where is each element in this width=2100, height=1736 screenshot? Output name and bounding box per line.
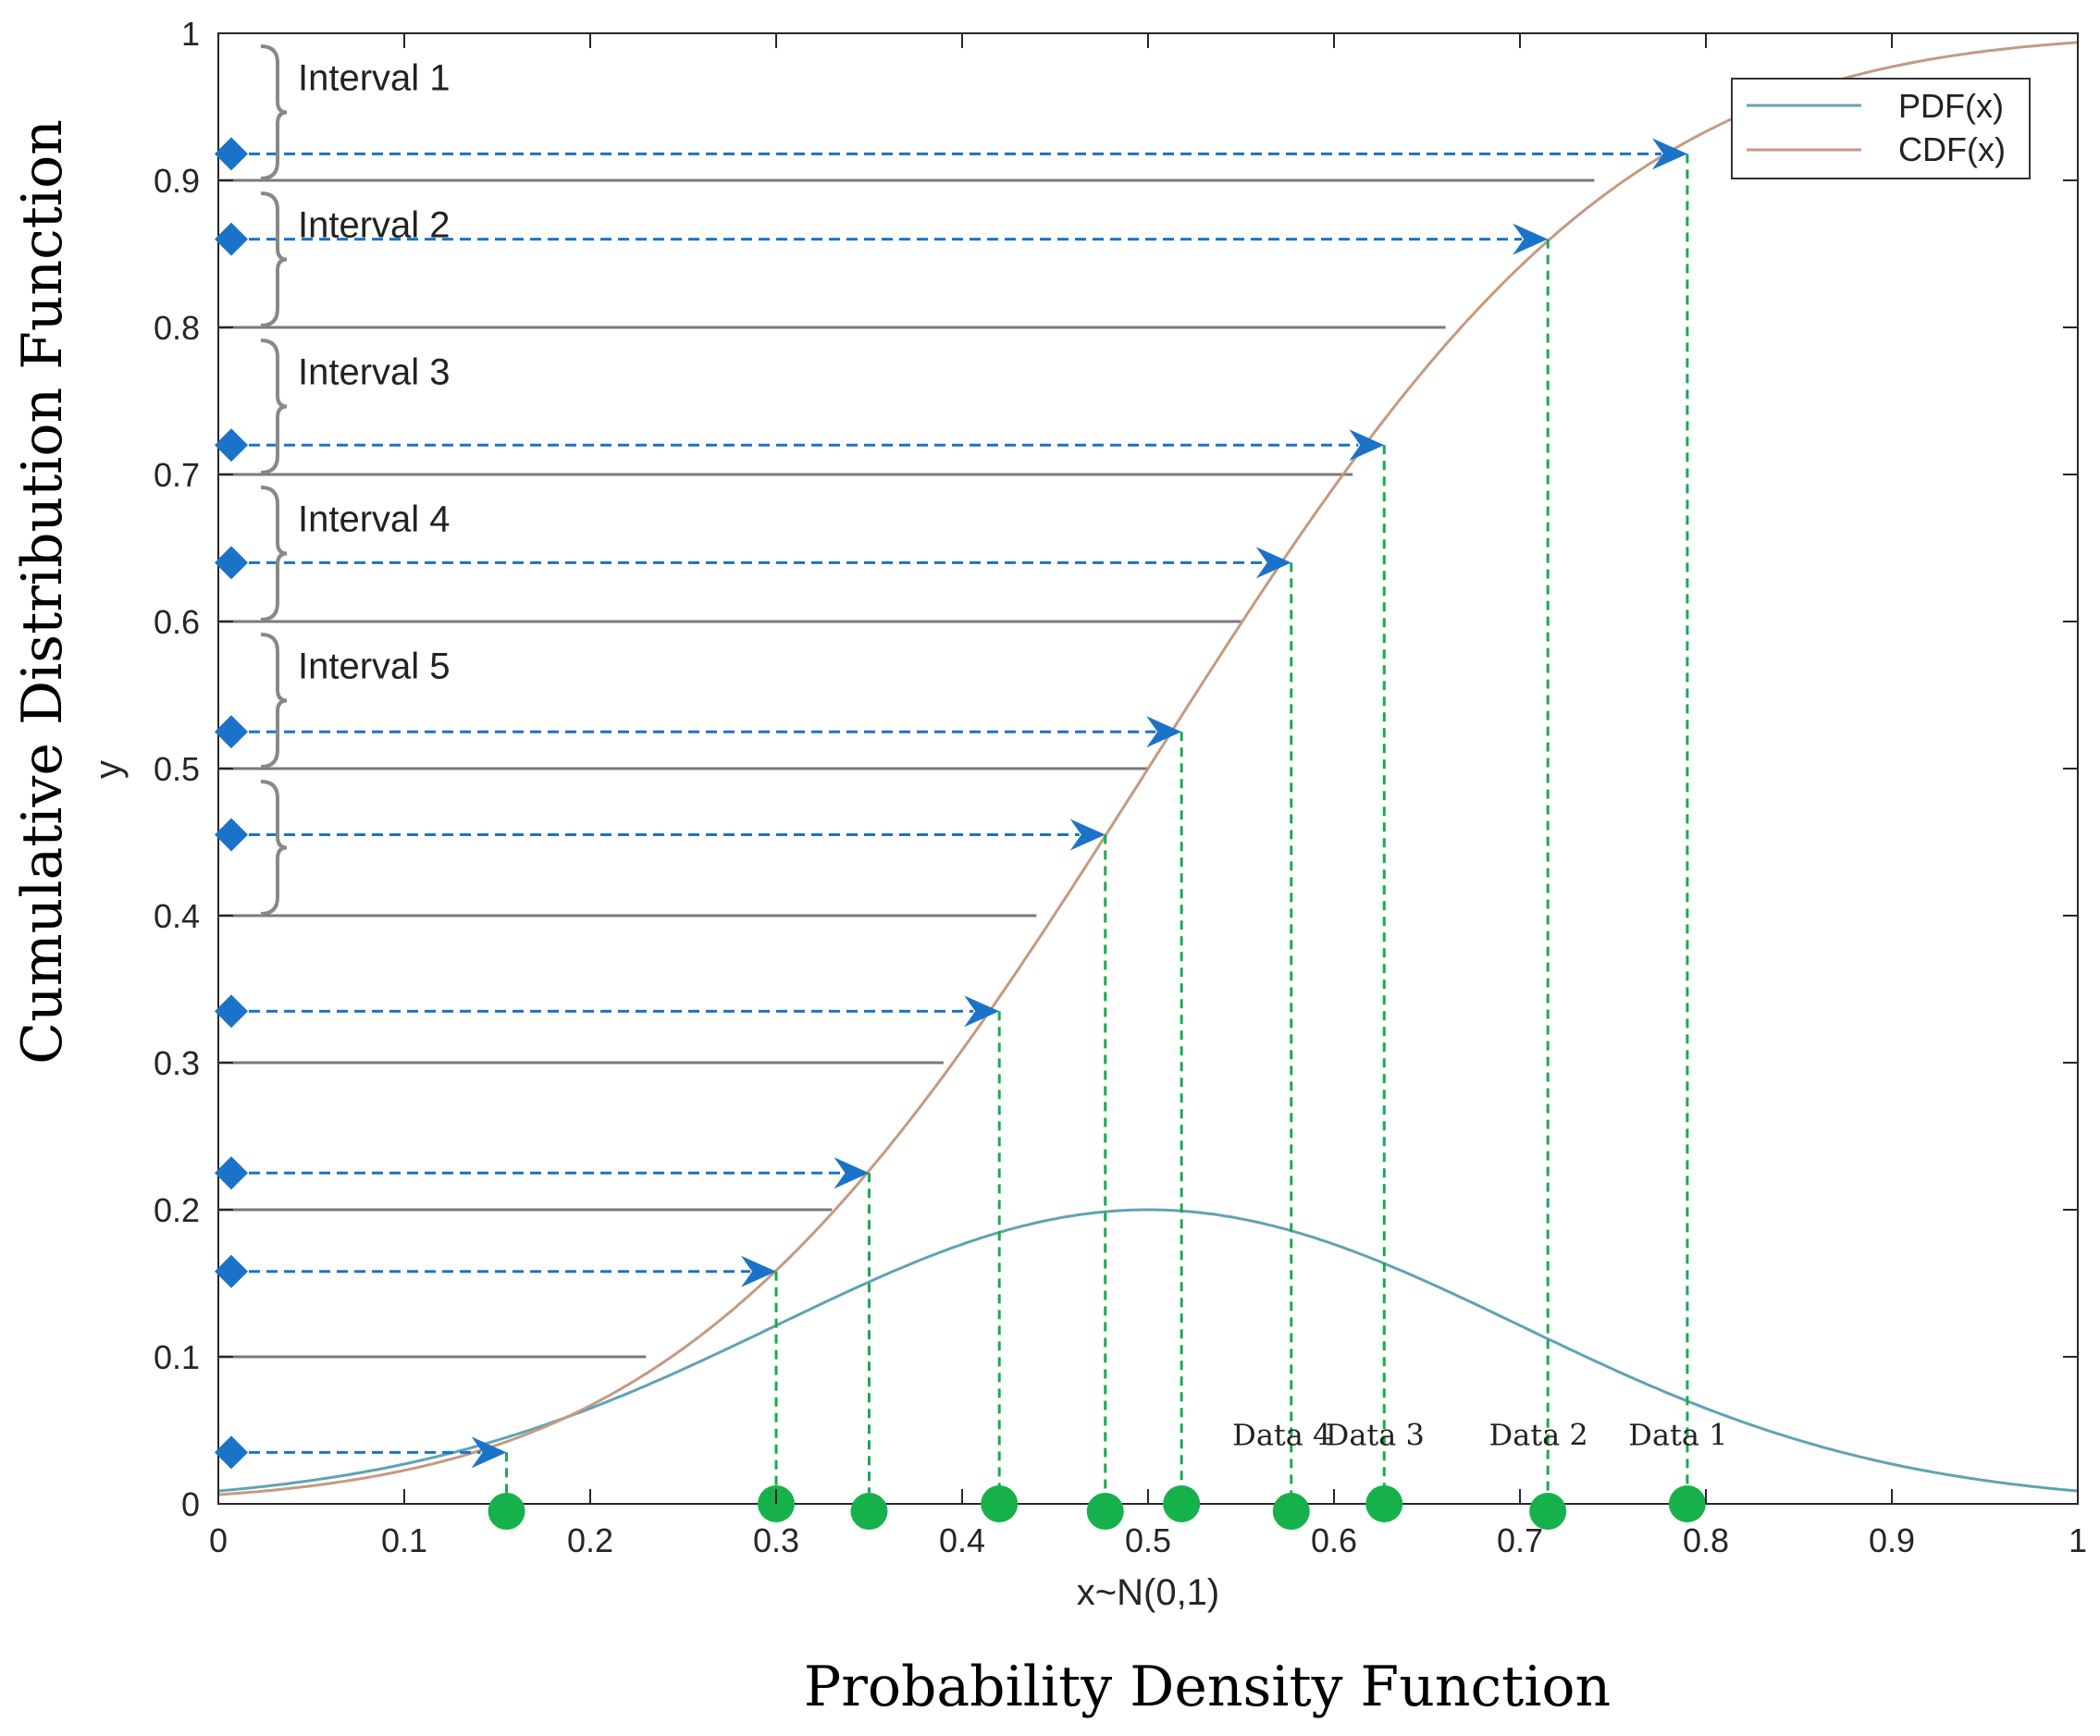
- x-tick-label: 0.4: [939, 1521, 985, 1559]
- sample-point: [1086, 1493, 1124, 1530]
- interval-label: Interval 2: [298, 205, 451, 246]
- arrowhead: [1349, 429, 1385, 462]
- interval-label: Interval 3: [298, 352, 451, 393]
- interval-brace: [260, 780, 288, 916]
- y-tick-label: 0.6: [154, 603, 200, 641]
- legend-pdf-label: PDF(x): [1898, 87, 2004, 125]
- diamond-marker: [215, 137, 248, 171]
- interval-brace: [260, 633, 288, 769]
- data-label: Data 1: [1628, 1417, 1727, 1452]
- x-tick-label: 0.2: [567, 1521, 613, 1559]
- y-tick-label: 0: [181, 1485, 200, 1523]
- x-axis-outer-title: Probability Density Function: [804, 1655, 1611, 1719]
- diamond-marker: [215, 1435, 248, 1470]
- diamond-marker: [215, 715, 248, 749]
- sample-points: [488, 1485, 1706, 1530]
- arrowhead: [1651, 138, 1687, 170]
- sample-point: [850, 1493, 888, 1530]
- x-tick-label: 0.8: [1683, 1521, 1729, 1559]
- y-tick-label: 0.7: [154, 456, 200, 494]
- sample-point: [1668, 1485, 1706, 1522]
- diamond-marker: [215, 222, 248, 256]
- pdf-curve: [217, 1208, 2079, 1493]
- sample-point: [1272, 1493, 1310, 1530]
- interval-label: Interval 5: [298, 646, 451, 687]
- diamond-marker: [215, 818, 248, 852]
- x-tick-label: 0.3: [753, 1521, 799, 1559]
- y-tick-label: 0.4: [154, 897, 200, 935]
- diamond-marker: [215, 1156, 248, 1190]
- vertical-guide-lines: [505, 154, 1689, 1508]
- diamond-marker: [215, 546, 248, 580]
- x-tick-label: 1: [2069, 1521, 2087, 1559]
- diamond-marker: [215, 1254, 248, 1288]
- y-tick-label: 0.9: [154, 162, 200, 200]
- data-label: Data 3: [1326, 1417, 1425, 1452]
- diamond-marker: [215, 428, 248, 462]
- interval-boundary-lines: [218, 179, 1595, 1359]
- arrowhead: [471, 1436, 507, 1469]
- sample-point: [488, 1493, 525, 1530]
- arrowhead: [1255, 547, 1291, 579]
- y-tick-label: 0.2: [154, 1191, 200, 1229]
- arrowhead: [1513, 223, 1549, 255]
- y-tick-label: 0.3: [154, 1044, 200, 1082]
- y-tick-label: 0.1: [154, 1338, 200, 1376]
- sampling-arrows: [215, 137, 1687, 1470]
- arrowhead: [834, 1157, 870, 1189]
- legend: PDF(x) CDF(x): [1731, 78, 2031, 179]
- legend-box: [1731, 78, 2031, 179]
- sample-point: [1365, 1485, 1403, 1522]
- x-tick-label: 0.1: [381, 1521, 427, 1559]
- sample-point: [1529, 1493, 1567, 1530]
- interval-brace: [260, 339, 288, 474]
- data-label: Data 2: [1489, 1417, 1588, 1452]
- arrowhead: [1146, 716, 1182, 748]
- y-tick-label: 0.8: [154, 309, 200, 347]
- y-tick-label: 0.5: [154, 750, 200, 788]
- arrowhead: [741, 1255, 776, 1287]
- y-tick-label: 1: [181, 15, 200, 53]
- legend-cdf-label: CDF(x): [1898, 130, 2006, 168]
- x-axis-inner-label: x~N(0,1): [1077, 1572, 1220, 1613]
- arrowhead: [1069, 819, 1106, 851]
- diamond-marker: [215, 994, 248, 1028]
- interval-brace: [260, 486, 288, 622]
- arrowhead: [964, 995, 1000, 1028]
- y-axis-inner-label: y: [88, 760, 129, 779]
- x-tick-label: 0.6: [1311, 1521, 1357, 1559]
- x-tick-label: 0.7: [1497, 1521, 1543, 1559]
- x-tick-label: 0.5: [1125, 1521, 1171, 1559]
- sample-point: [981, 1485, 1019, 1522]
- interval-brace: [260, 44, 288, 180]
- interval-brace: [260, 191, 288, 327]
- y-axis-outer-title: Cumulative Distribution Function: [10, 119, 75, 1065]
- interval-label: Interval 1: [298, 58, 451, 99]
- interval-braces: Interval 1 Interval 2 Interval 3 Interval 4…: [260, 44, 451, 916]
- data-label: Data 4: [1232, 1417, 1331, 1452]
- x-tick-label: 0: [209, 1521, 228, 1559]
- interval-label: Interval 4: [298, 499, 451, 540]
- x-tick-label: 0.9: [1869, 1521, 1915, 1559]
- axis-ticks: 0 0.1 0.2 0.3 0.4 0.5 0.6 0.7 0.8 0.9 1 0 0.1 0.2 0.3 0…: [154, 15, 2087, 1559]
- sample-point: [1163, 1485, 1201, 1522]
